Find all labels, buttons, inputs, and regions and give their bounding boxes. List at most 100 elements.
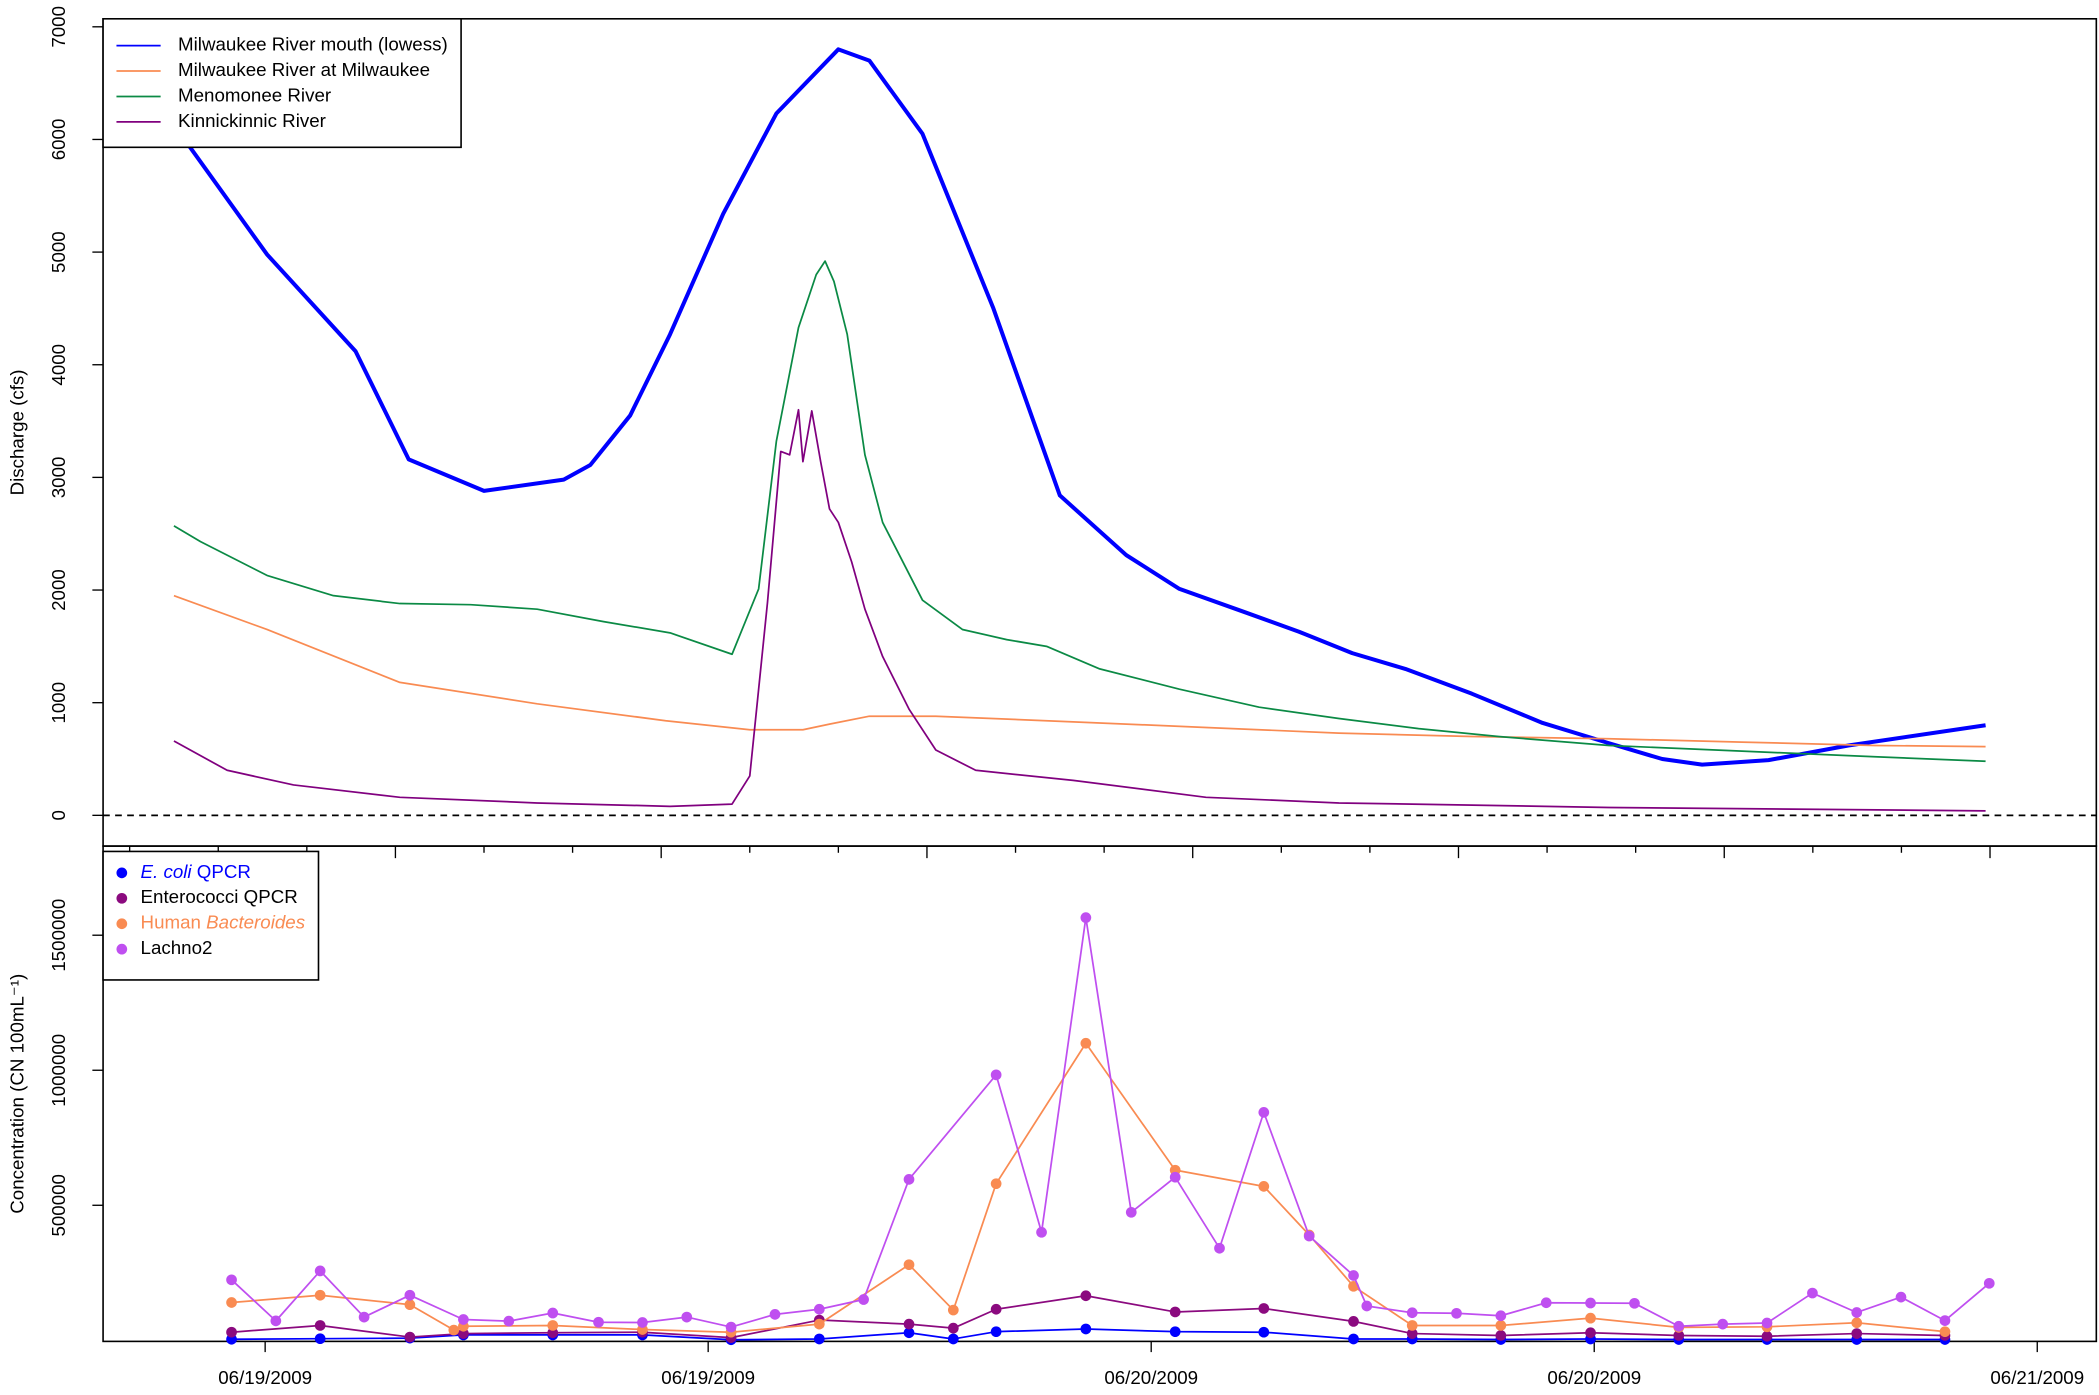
legend-marker [116, 918, 128, 930]
data-point [1495, 1320, 1507, 1331]
data-point [1540, 1297, 1552, 1309]
y-tick-label: 1000000 [48, 1034, 69, 1107]
legend-label-part: Human [141, 912, 207, 933]
data-point [547, 1307, 559, 1319]
data-point [1851, 1328, 1863, 1339]
data-point [314, 1320, 326, 1331]
data-point [1629, 1297, 1640, 1309]
legend: E. coli QPCR Enterococci QPCR Human Bacter… [102, 850, 320, 981]
data-point [1348, 1333, 1359, 1345]
legend-label-part: QPCR [192, 861, 251, 882]
data-point [1406, 1307, 1418, 1319]
data-point [1406, 1328, 1418, 1339]
data-point [1125, 1206, 1137, 1218]
data-point [1895, 1291, 1907, 1303]
data-point [813, 1318, 825, 1330]
data-point [358, 1311, 370, 1323]
data-point [503, 1315, 515, 1327]
data-point [1495, 1310, 1507, 1322]
data-point [1585, 1327, 1596, 1339]
data-point [1851, 1307, 1863, 1318]
data-point [1495, 1330, 1507, 1341]
plot-frame [102, 845, 2098, 1343]
legend-marker [116, 892, 128, 904]
data-point [990, 1303, 1002, 1315]
x-tick-label: 06/19/2009 [661, 1367, 755, 1388]
data-point [947, 1333, 959, 1345]
series-line [231, 1042, 1946, 1334]
series-line [173, 594, 1986, 748]
legend-label-part: E. coli [141, 861, 193, 882]
legend-label: Milwaukee River at Milwaukee [178, 59, 430, 80]
legend-label: Menomonee River [178, 84, 331, 105]
data-point [1169, 1171, 1181, 1183]
legend-label: Milwaukee River mouth (lowess) [178, 34, 448, 55]
data-point [314, 1333, 326, 1345]
data-point [1939, 1315, 1951, 1326]
data-point [1939, 1326, 1951, 1338]
y-tick-label: 7000 [48, 6, 69, 48]
y-tick-label: 6000 [48, 119, 69, 161]
data-point [1169, 1306, 1181, 1318]
data-point [1303, 1230, 1315, 1242]
data-point [813, 1333, 825, 1345]
data-point [593, 1316, 604, 1328]
data-point [769, 1309, 781, 1320]
legend-label: Lachno2 [141, 937, 213, 958]
data-point [404, 1299, 416, 1311]
legend-label: Human Bacteroides [141, 912, 306, 933]
data-point [270, 1315, 282, 1327]
series-line [172, 47, 1986, 767]
data-point [547, 1320, 559, 1331]
data-point [226, 1297, 237, 1308]
legend-label: E. coli QPCR [141, 861, 251, 882]
data-point [1169, 1326, 1181, 1338]
series-line [173, 408, 1986, 812]
data-point [1080, 1323, 1092, 1335]
series-line [231, 1294, 1945, 1339]
y-tick-label: 2000 [48, 569, 69, 611]
legend-label-part: Bacteroides [206, 912, 305, 933]
data-point [681, 1311, 693, 1323]
data-point [226, 1274, 237, 1286]
data-point [1406, 1320, 1418, 1331]
data-point [990, 1069, 1002, 1081]
data-point [903, 1173, 915, 1185]
data-point [1258, 1303, 1270, 1314]
data-point [1585, 1312, 1596, 1324]
data-point [813, 1303, 825, 1315]
data-point [725, 1321, 737, 1333]
data-point [314, 1265, 326, 1277]
data-point [448, 1324, 460, 1336]
y-tick-label: 1000 [48, 682, 69, 724]
legend-box [102, 18, 462, 149]
data-point [314, 1289, 326, 1301]
y-axis-label: Discharge (cfs) [7, 369, 28, 495]
series-line [230, 916, 1990, 1328]
x-tick-label: 06/20/2009 [1547, 1367, 1641, 1388]
y-tick-label: 5000 [48, 231, 69, 273]
y-axis-label: Concentration (CN 100mL⁻¹) [7, 974, 28, 1214]
data-point [1080, 1037, 1092, 1049]
y-tick-label: 500000 [48, 1174, 69, 1237]
data-point [226, 1326, 237, 1338]
y-tick-label: 0 [48, 810, 69, 820]
data-point [858, 1294, 869, 1305]
data-point [990, 1178, 1002, 1190]
data-point [1761, 1317, 1773, 1329]
data-point [903, 1259, 915, 1271]
data-point [404, 1289, 416, 1301]
data-point [1761, 1330, 1773, 1342]
legend-marker [116, 867, 128, 879]
legend-box [102, 850, 320, 981]
y-tick-label: 1500000 [48, 899, 69, 972]
data-point [1983, 1277, 1995, 1289]
data-point [903, 1318, 915, 1330]
data-point [947, 1322, 959, 1334]
data-point [1673, 1330, 1685, 1341]
data-point [1258, 1326, 1270, 1338]
data-point [990, 1326, 1002, 1338]
data-point [1214, 1242, 1225, 1254]
data-point [404, 1331, 416, 1343]
